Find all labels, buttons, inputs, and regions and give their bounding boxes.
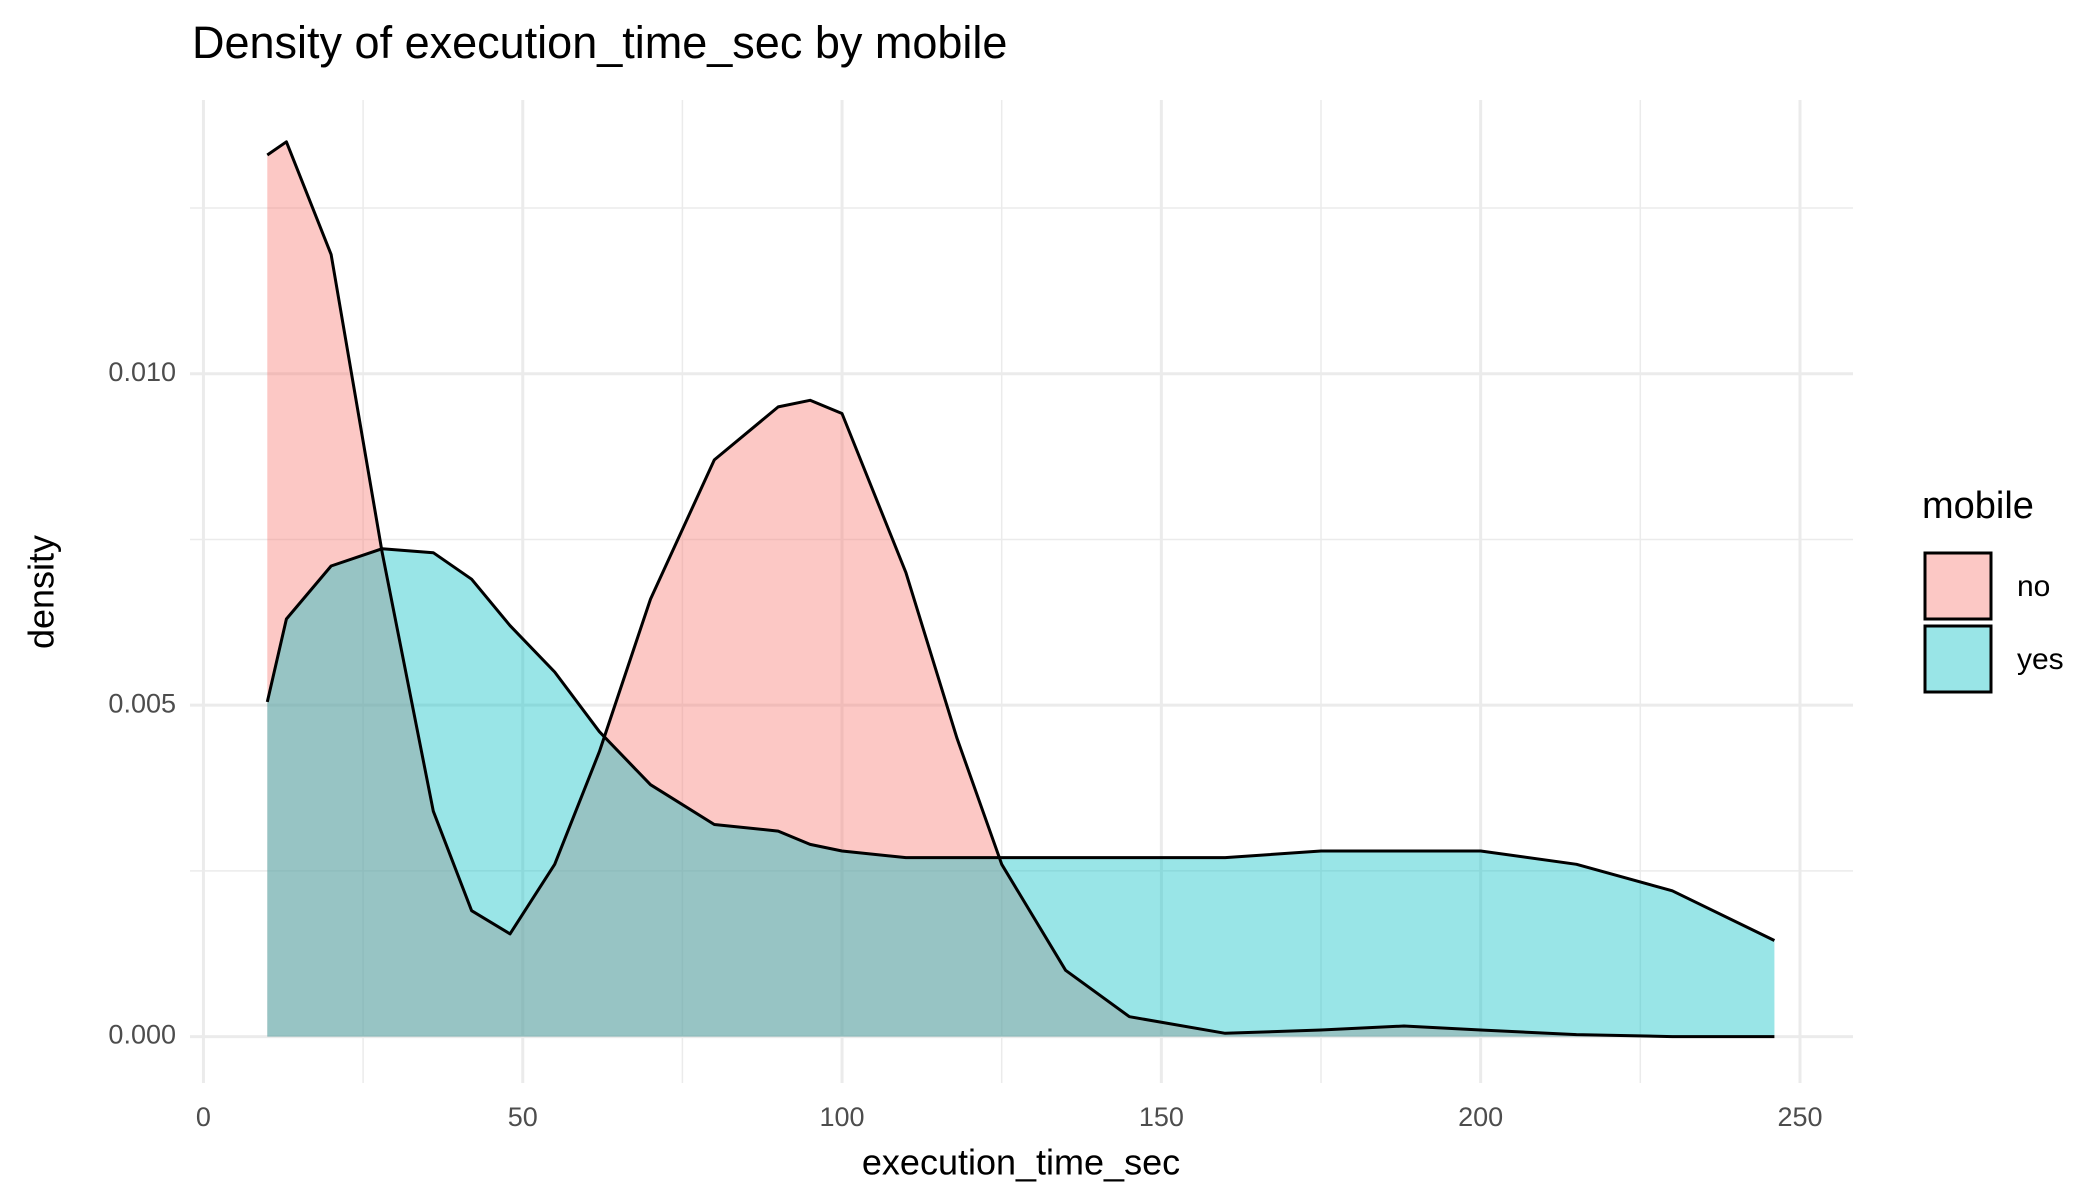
legend-title: mobile xyxy=(1922,485,2034,527)
legend-label: yes xyxy=(2017,643,2064,676)
legend-label: no xyxy=(2017,570,2050,603)
legend-key xyxy=(1923,551,1993,621)
x-tick-label: 100 xyxy=(820,1102,865,1132)
x-tick-label: 0 xyxy=(196,1102,211,1132)
x-tick-label: 50 xyxy=(508,1102,538,1132)
legend-key xyxy=(1923,624,1993,694)
x-tick-label: 250 xyxy=(1777,1102,1822,1132)
density-line xyxy=(265,547,1776,942)
y-tick-label: 0.000 xyxy=(108,1020,176,1050)
x-tick-label: 200 xyxy=(1458,1102,1503,1132)
x-tick-label: 150 xyxy=(1139,1102,1184,1132)
density-area xyxy=(267,141,1775,1037)
y-tick-label: 0.005 xyxy=(108,688,176,718)
x-axis-title: execution_time_sec xyxy=(862,1142,1180,1183)
y-tick-label: 0.010 xyxy=(108,357,176,387)
y-axis-title: density xyxy=(21,535,62,649)
density-area xyxy=(267,548,1775,1037)
chart-title: Density of execution_time_sec by mobile xyxy=(192,17,1007,68)
density-line xyxy=(266,140,1775,1039)
